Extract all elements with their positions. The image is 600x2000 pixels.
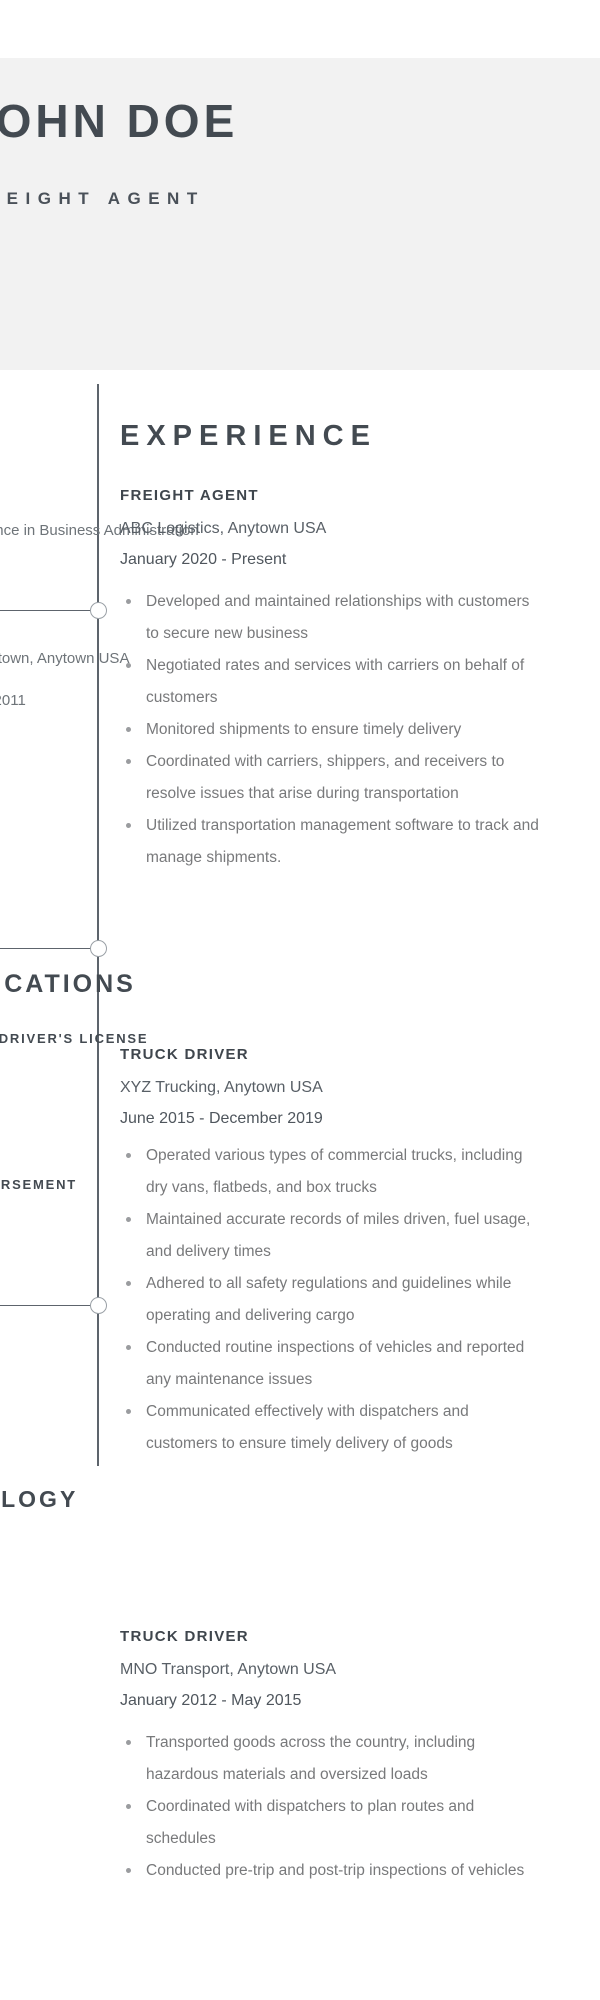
job-dates: January 2020 - Present [120,551,287,568]
bullet-icon [126,1217,131,1222]
list-item: Maintained accurate records of miles dri… [120,1204,540,1268]
timeline-node-2 [90,940,107,957]
list-item: Operated various types of commercial tru… [120,1140,540,1204]
education-line-1: Bachelor of Science in Business Administ… [0,522,199,539]
job-title: TRUCK DRIVER [120,1628,249,1645]
list-item-text: Transported goods across the country, in… [146,1734,476,1783]
timeline-tick-2 [0,948,92,949]
bullet-icon [126,1409,131,1414]
list-item: Monitored shipments to ensure timely del… [120,714,540,746]
list-item: Adhered to all safety regulations and gu… [120,1268,540,1332]
bullet-icon [126,727,131,732]
certification-item-2: HAZMAT ENDORSEMENT [0,1177,78,1192]
timeline-rail [97,384,99,1466]
list-item-text: Utilized transportation management softw… [146,817,539,866]
list-item-text: Coordinated with carriers, shippers, and… [146,753,505,802]
job-company: XYZ Trucking, Anytown USA [120,1079,323,1096]
list-item: Negotiated rates and services with carri… [120,650,540,714]
job-responsibilities: Operated various types of commercial tru… [120,1140,540,1460]
list-item: Coordinated with dispatchers to plan rou… [120,1791,540,1855]
list-item-text: Operated various types of commercial tru… [146,1147,523,1196]
experience-entry: TRUCK DRIVER MNO Transport, Anytown USA … [120,1628,540,1887]
bullet-icon [126,663,131,668]
bullet-icon [126,599,131,604]
list-item-text: Coordinated with dispatchers to plan rou… [146,1798,475,1847]
section-title-experience: EXPERIENCE [120,420,377,452]
list-item: Conducted routine inspections of vehicle… [120,1332,540,1396]
list-item-text: Conducted routine inspections of vehicle… [146,1339,525,1388]
certification-item-1: COMMERCIAL DRIVER'S LICENSE [0,1031,149,1046]
list-item: Developed and maintained relationships w… [120,586,540,650]
certifications-heading: CERTIFICATIONS [0,970,136,998]
list-item-text: Monitored shipments to ensure timely del… [146,721,462,738]
header-job-title: FREIGHT AGENT [0,189,205,208]
job-title: TRUCK DRIVER [120,1046,249,1063]
timeline-tick-1 [0,610,92,611]
bullet-icon [126,1740,131,1745]
list-item-text: Communicated effectively with dispatcher… [146,1403,469,1452]
education-line-2: University of Anytown, Anytown USA [0,650,130,667]
experience-entry: FREIGHT AGENT ABC Logistics, Anytown USA… [120,487,540,874]
list-item-text: Conducted pre-trip and post-trip inspect… [146,1862,525,1879]
bullet-icon [126,759,131,764]
list-item: Coordinated with carriers, shippers, and… [120,746,540,810]
timeline-tick-3 [0,1305,92,1306]
bullet-icon [126,1345,131,1350]
experience-entry: TRUCK DRIVER XYZ Trucking, Anytown USA J… [120,1046,540,1460]
list-item: Conducted pre-trip and post-trip inspect… [120,1855,540,1887]
bullet-icon [126,1153,131,1158]
job-company: ABC Logistics, Anytown USA [120,520,327,537]
list-item-text: Maintained accurate records of miles dri… [146,1211,531,1260]
bullet-icon [126,823,131,828]
job-title: FREIGHT AGENT [120,487,259,504]
job-company: MNO Transport, Anytown USA [120,1661,337,1678]
list-item-text: Developed and maintained relationships w… [146,593,530,642]
bullet-icon [126,1281,131,1286]
job-responsibilities: Developed and maintained relationships w… [120,586,540,874]
education-line-3: Graduated May 2011 [0,692,26,709]
list-item-text: Adhered to all safety regulations and gu… [146,1275,512,1324]
timeline-node-1 [90,602,107,619]
list-item-text: Negotiated rates and services with carri… [146,657,525,706]
list-item: Utilized transportation management softw… [120,810,540,874]
job-responsibilities: Transported goods across the country, in… [120,1727,540,1887]
timeline-node-3 [90,1297,107,1314]
job-dates: January 2012 - May 2015 [120,1692,302,1709]
bullet-icon [126,1868,131,1873]
resume-header-band [0,58,600,370]
list-item: Transported goods across the country, in… [120,1727,540,1791]
technology-heading: TECHNOLOGY [0,1486,79,1512]
page-title: JOHN DOE [0,95,239,147]
job-dates: June 2015 - December 2019 [120,1110,323,1127]
list-item: Communicated effectively with dispatcher… [120,1396,540,1460]
bullet-icon [126,1804,131,1809]
